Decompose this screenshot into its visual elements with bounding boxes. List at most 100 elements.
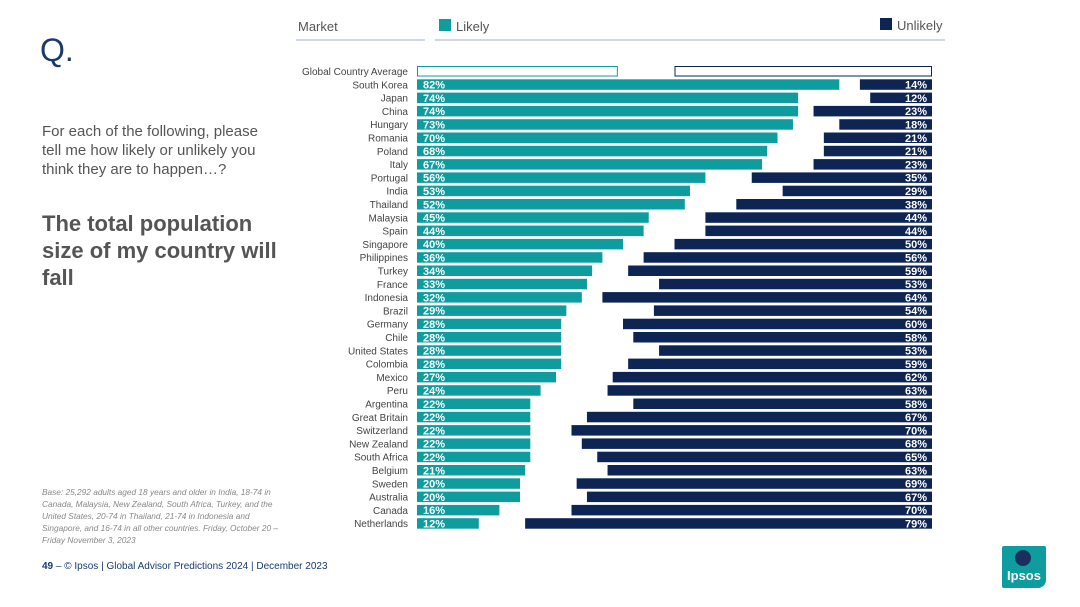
value-label-unlikely: 59% [905,359,927,371]
bar-likely [417,145,768,157]
value-label-unlikely: 14% [905,80,927,92]
category-label: Germany [367,320,408,331]
value-label-unlikely: 35% [905,173,927,185]
bar-likely [417,265,593,276]
bar-unlikely [782,185,932,197]
category-label: Philippines [360,253,408,264]
bar-likely [417,238,623,250]
value-label-unlikely: 58% [905,332,927,344]
bar-unlikely [571,425,932,436]
bar-unlikely [674,238,932,250]
bar-likely [417,398,531,409]
value-label-likely: 73% [423,120,445,132]
bar-likely [417,305,567,316]
category-label: Singapore [362,240,408,251]
bar-unlikely-average [674,66,932,77]
value-label-unlikely: 63% [905,386,927,398]
bar-likely [417,119,793,130]
value-label-likely: 70% [423,133,445,145]
bar-likely [417,292,582,303]
bar-likely [417,278,587,290]
value-label-likely: 29% [423,306,445,318]
bar-likely [417,465,526,476]
value-label-unlikely: 44% [905,213,927,225]
value-label-unlikely: 44% [905,226,927,238]
bar-unlikely [705,225,932,237]
legend-likely-swatch [439,19,451,31]
value-label-likely: 28% [423,319,445,331]
value-label-likely: 52% [423,199,445,211]
value-label-unlikely: 53% [905,279,927,291]
bar-unlikely [623,318,932,330]
footer-text: – © Ipsos | Global Advisor Predictions 2… [55,561,328,572]
bar-unlikely [571,504,932,516]
value-label-unlikely: 29% [905,186,927,198]
bar-unlikely [839,119,932,130]
value-label-likely: 22% [423,425,445,437]
value-label-unlikely: 21% [905,133,927,145]
value-label-likely: 82% [423,80,445,92]
value-label-unlikely: 56% [905,253,927,265]
category-label: Netherlands [354,519,408,530]
bar-likely [417,225,644,237]
value-label-likely: 24% [423,386,445,398]
value-label-likely: 32% [423,292,445,304]
value-label-likely: 28% [423,332,445,344]
bar-likely [417,411,531,423]
value-label-unlikely: 59% [905,266,927,278]
logo-circle-icon [1015,550,1031,566]
bar-unlikely [823,145,932,157]
question-text: For each of the following, please tell m… [42,123,258,178]
value-label-unlikely: 63% [905,465,927,477]
value-label-unlikely: 54% [905,306,927,318]
value-label-likely: 74% [423,106,445,118]
bar-likely [417,451,531,463]
ipsos-logo: Ipsos [1002,546,1046,588]
value-label-unlikely: 50% [905,239,927,251]
bar-unlikely [628,358,932,370]
value-label-unlikely: 79% [905,519,927,531]
bar-likely [417,79,840,90]
bar-unlikely [859,79,932,90]
category-label: Switzerland [356,426,408,437]
page-number: 49 [42,561,54,572]
category-label: France [377,280,409,291]
value-label-unlikely: 53% [905,346,927,358]
value-label-likely: 39% [423,66,445,78]
value-label-likely: 22% [423,452,445,464]
category-label: United States [348,346,408,357]
category-label: Argentina [365,400,408,411]
value-label-likely: 22% [423,439,445,451]
value-label-likely: 22% [423,412,445,424]
category-label: Global Country Average [302,67,408,78]
bar-likely [417,332,562,343]
bar-unlikely [736,199,932,210]
bar-unlikely [633,332,932,343]
category-label: Japan [381,94,408,105]
bar-unlikely [813,105,932,117]
category-label: China [382,107,409,118]
bar-unlikely [581,438,932,449]
value-label-likely: 74% [423,93,445,105]
value-label-likely: 44% [423,226,445,238]
value-label-unlikely: 64% [905,292,927,304]
category-label: Thailand [370,200,408,211]
value-label-unlikely: 18% [905,120,927,132]
category-label: Brazil [383,306,408,317]
bar-unlikely [813,159,932,170]
bar-unlikely [628,265,932,276]
value-label-unlikely: 21% [905,146,927,158]
category-label: Malaysia [369,213,409,224]
headline: The total population size of my country … [42,211,277,290]
value-label-likely: 68% [423,146,445,158]
bar-likely [417,212,649,223]
bar-likely [417,385,541,396]
bar-likely [417,159,763,170]
bar-likely-average [417,66,618,77]
bar-unlikely [870,92,932,104]
value-label-unlikely: 69% [905,479,927,491]
bar-unlikely [602,292,932,303]
bar-likely [417,199,685,210]
value-label-likely: 28% [423,359,445,371]
value-label-likely: 56% [423,173,445,185]
